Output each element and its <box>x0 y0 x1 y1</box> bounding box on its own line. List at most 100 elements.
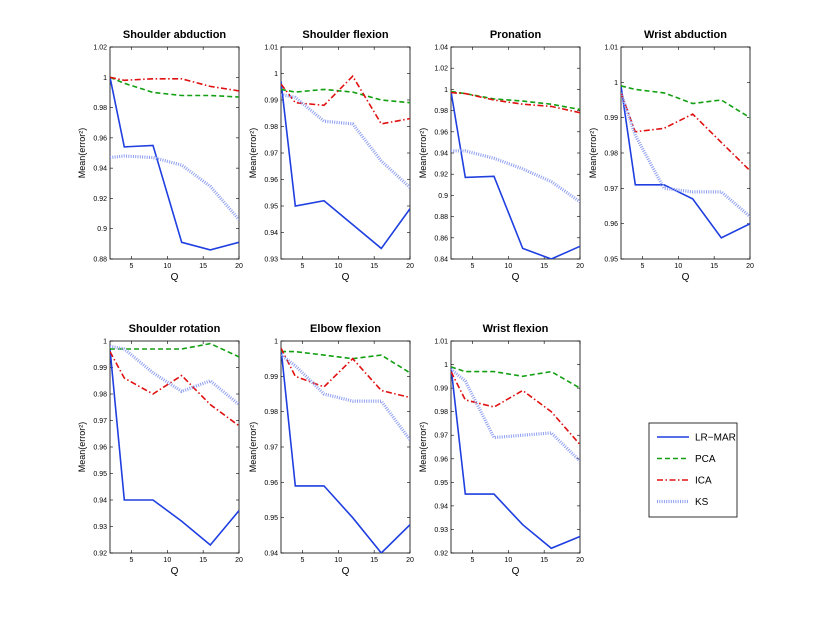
y-tick-label: 1 <box>103 339 107 346</box>
series-line-ks <box>110 154 239 221</box>
x-tick-label: 10 <box>674 263 682 270</box>
y-tick-label: 0.99 <box>264 374 278 381</box>
chart-title: Shoulder abduction <box>123 29 227 41</box>
x-tick-label: 10 <box>504 263 512 270</box>
axes-box <box>620 46 751 260</box>
x-tick-label: 15 <box>370 263 378 270</box>
axes-box <box>109 46 240 260</box>
y-tick-label: 0.86 <box>434 235 448 242</box>
x-tick-label: 20 <box>406 263 414 270</box>
x-axis-label: Q <box>512 272 520 283</box>
y-tick-label: 0.9 <box>438 193 448 200</box>
axes-box <box>280 340 411 554</box>
axes-box <box>450 340 581 554</box>
x-tick-label: 10 <box>504 557 512 564</box>
y-tick-label: 0.94 <box>264 551 278 558</box>
y-tick-label: 0.84 <box>434 257 448 264</box>
x-axis-label: Q <box>171 566 179 577</box>
y-tick-label: 0.88 <box>434 214 448 221</box>
x-tick-label: 20 <box>235 263 243 270</box>
y-tick-label: 0.99 <box>604 115 618 122</box>
series-line-lr-mar <box>281 348 410 553</box>
y-tick-label: 0.95 <box>264 515 278 522</box>
y-tick-label: 0.97 <box>434 433 448 440</box>
series-group <box>281 347 410 553</box>
y-tick-label: 1 <box>614 80 618 87</box>
x-tick-label: 5 <box>301 263 305 270</box>
series-line-ica <box>281 347 410 399</box>
y-tick-label: 0.94 <box>264 230 278 237</box>
x-tick-label: 10 <box>334 263 342 270</box>
y-tick-label: 1.01 <box>434 339 448 346</box>
axes-box <box>109 340 240 554</box>
x-tick-label: 20 <box>406 557 414 564</box>
y-tick-label: 0.98 <box>434 108 448 115</box>
y-tick-label: 1.01 <box>604 45 618 52</box>
series-line-lr-mar <box>110 348 239 547</box>
y-axis-label: Mean(error²) <box>248 128 258 179</box>
y-tick-label: 0.94 <box>434 503 448 510</box>
x-tick-label: 5 <box>130 263 134 270</box>
y-tick-label: 1 <box>274 71 278 78</box>
x-tick-label: 10 <box>163 263 171 270</box>
series-line-pca <box>621 85 750 119</box>
y-tick-label: 0.98 <box>264 124 278 131</box>
series-group <box>451 366 580 550</box>
x-tick-label: 10 <box>163 557 171 564</box>
axes-box <box>280 46 411 260</box>
series-group <box>281 74 410 250</box>
series-line-pca <box>110 76 239 98</box>
x-tick-label: 15 <box>199 263 207 270</box>
series-line-pca <box>451 366 580 389</box>
legend-label: PCA <box>695 454 716 465</box>
x-tick-label: 15 <box>540 263 548 270</box>
x-tick-label: 5 <box>130 557 134 564</box>
y-tick-label: 0.96 <box>604 221 618 228</box>
y-tick-label: 0.93 <box>434 527 448 534</box>
y-tick-label: 0.92 <box>93 196 107 203</box>
y-tick-label: 0.92 <box>93 551 107 558</box>
y-tick-label: 1.01 <box>264 45 278 52</box>
y-tick-label: 0.95 <box>264 204 278 211</box>
y-tick-label: 0.96 <box>434 129 448 136</box>
legend-label: ICA <box>695 476 712 487</box>
series-group <box>110 342 239 547</box>
y-tick-label: 1 <box>274 339 278 346</box>
x-tick-label: 5 <box>471 263 475 270</box>
chart-title: Pronation <box>490 29 542 41</box>
chart-wrist-abduction: Wrist abduction 0.95 0.96 0.97 0.98 0.99 1 1.01… <box>588 29 754 283</box>
x-tick-label: 20 <box>576 557 584 564</box>
series-line-lr-mar <box>621 85 750 239</box>
legend-box <box>648 422 738 518</box>
y-tick-label: 0.98 <box>93 105 107 112</box>
y-axis-label: Mean(error²) <box>418 422 428 473</box>
y-tick-label: 0.95 <box>93 471 107 478</box>
x-tick-label: 5 <box>301 557 305 564</box>
series-line-lr-mar <box>451 91 580 259</box>
x-axis-label: Q <box>342 272 350 283</box>
y-tick-label: 0.92 <box>434 551 448 558</box>
y-axis-label: Mean(error²) <box>77 128 87 179</box>
series-line-pca <box>281 88 410 104</box>
y-tick-label: 0.97 <box>264 445 278 452</box>
chart-shoulder-rotation: Shoulder rotation 0.92 0.93 0.94 0.95 0.96 0.9… <box>77 323 243 577</box>
y-tick-label: 0.93 <box>264 257 278 264</box>
series-line-ica <box>451 371 580 446</box>
chart-wrist-flexion: Wrist flexion 0.92 0.93 0.94 0.95 0.96 0.97 0.9… <box>418 323 584 577</box>
y-axis-label: Mean(error²) <box>418 128 428 179</box>
series-line-lr-mar <box>281 81 410 250</box>
y-tick-label: 0.95 <box>604 257 618 264</box>
series-line-ks <box>281 353 410 441</box>
y-tick-label: 0.93 <box>93 524 107 531</box>
x-tick-label: 5 <box>471 557 475 564</box>
x-tick-label: 20 <box>746 263 754 270</box>
y-tick-label: 1.02 <box>93 45 107 52</box>
y-tick-label: 1 <box>444 87 448 94</box>
y-tick-label: 0.96 <box>264 480 278 487</box>
x-tick-label: 5 <box>641 263 645 270</box>
x-tick-label: 15 <box>710 263 718 270</box>
chart-shoulder-flexion: Shoulder flexion 0.93 0.94 0.95 0.96 0.97 0.98… <box>248 29 414 283</box>
x-tick-label: 20 <box>576 263 584 270</box>
